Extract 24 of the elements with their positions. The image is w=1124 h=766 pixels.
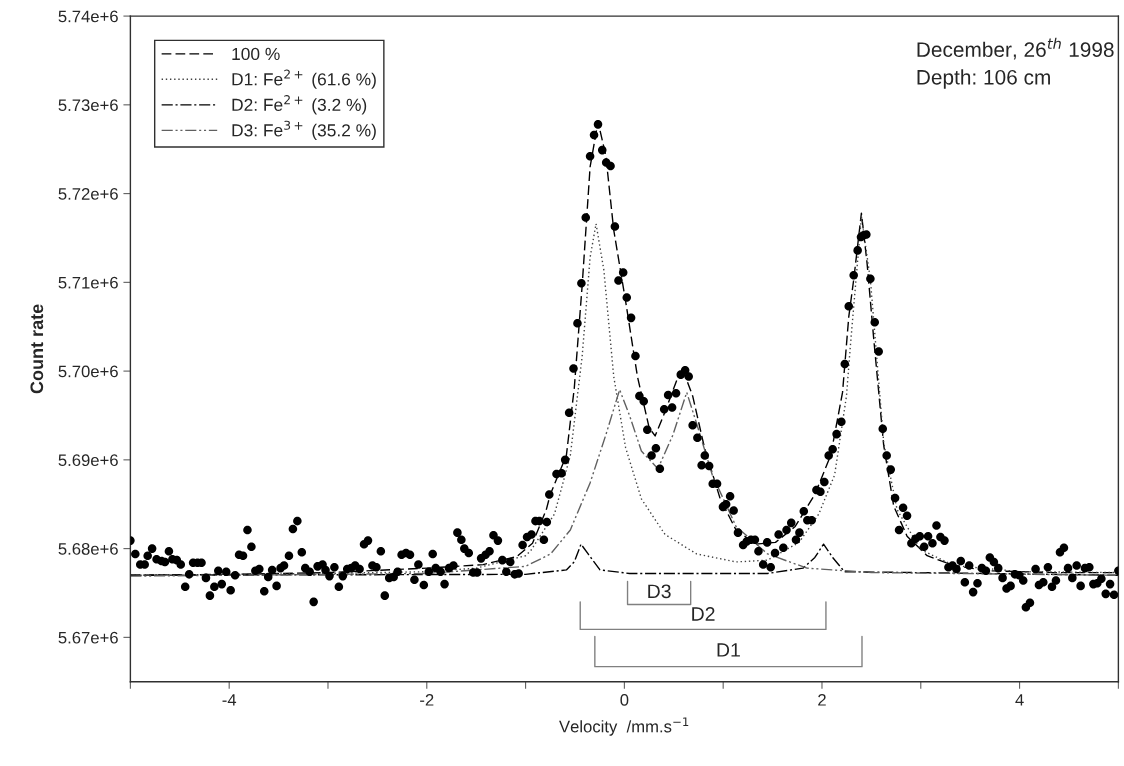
x-axis-title: Velocity /mm.s$^{−1}$ — [559, 717, 689, 736]
y-tick-label: 5.74e+6 — [58, 10, 118, 23]
annotation: D3 — [648, 584, 671, 599]
annotation: December, 26$^{th}$ 1998 — [917, 37, 1114, 60]
y-axis-title: Count rate — [30, 304, 44, 394]
x-tick-label: 0 — [620, 693, 629, 706]
y-tick-label: 5.67e+6 — [58, 631, 118, 644]
legend-label: D3: Fe$^{3+}$ (35.2 %) — [232, 120, 376, 140]
annotation: Depth: 106 cm — [917, 69, 1050, 89]
x-tick-label: -4 — [222, 694, 237, 706]
y-tick-label: 5.72e+6 — [58, 187, 118, 200]
x-tick-label: 4 — [1015, 694, 1024, 706]
legend-label: D2: Fe$^{2+}$ (3.2 %) — [232, 95, 367, 115]
legend-label: 100 % — [232, 47, 280, 61]
y-tick-label: 5.73e+6 — [58, 99, 118, 112]
annotation: D2 — [692, 607, 715, 621]
legend-label: D1: Fe$^{2+}$ (61.6 %) — [232, 69, 376, 89]
y-tick-label: 5.68e+6 — [58, 543, 118, 555]
x-tick-label: 2 — [818, 693, 826, 706]
annotation: D1 — [717, 643, 740, 657]
y-tick-label: 5.71e+6 — [58, 276, 118, 289]
x-tick-label: -2 — [420, 693, 434, 706]
y-tick-label: 5.70e+6 — [58, 365, 118, 378]
y-tick-label: 5.69e+6 — [58, 454, 118, 467]
